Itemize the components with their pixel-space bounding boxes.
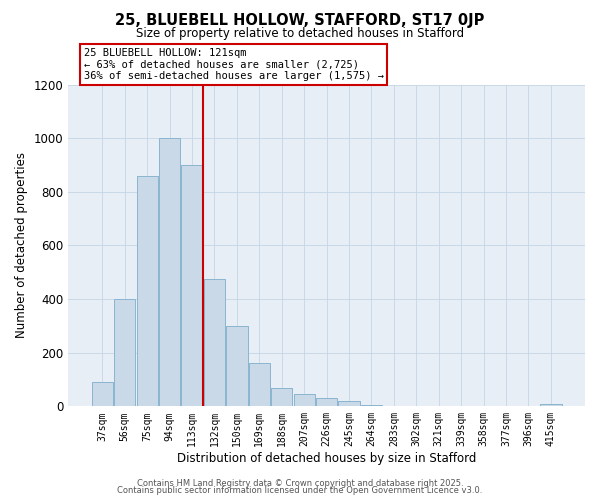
- Bar: [316, 398, 337, 406]
- Bar: [293, 394, 315, 406]
- Text: Contains public sector information licensed under the Open Government Licence v3: Contains public sector information licen…: [118, 486, 482, 495]
- Bar: [540, 404, 562, 406]
- Bar: [137, 176, 158, 406]
- Y-axis label: Number of detached properties: Number of detached properties: [15, 152, 28, 338]
- Bar: [114, 299, 136, 406]
- Text: Size of property relative to detached houses in Stafford: Size of property relative to detached ho…: [136, 28, 464, 40]
- Bar: [92, 382, 113, 406]
- Bar: [271, 388, 292, 406]
- Bar: [248, 364, 270, 406]
- Bar: [226, 326, 248, 406]
- Bar: [181, 165, 203, 406]
- X-axis label: Distribution of detached houses by size in Stafford: Distribution of detached houses by size …: [177, 452, 476, 465]
- Bar: [338, 401, 359, 406]
- Text: Contains HM Land Registry data © Crown copyright and database right 2025.: Contains HM Land Registry data © Crown c…: [137, 478, 463, 488]
- Text: 25 BLUEBELL HOLLOW: 121sqm
← 63% of detached houses are smaller (2,725)
36% of s: 25 BLUEBELL HOLLOW: 121sqm ← 63% of deta…: [83, 48, 383, 82]
- Bar: [159, 138, 180, 406]
- Text: 25, BLUEBELL HOLLOW, STAFFORD, ST17 0JP: 25, BLUEBELL HOLLOW, STAFFORD, ST17 0JP: [115, 12, 485, 28]
- Bar: [204, 279, 225, 406]
- Bar: [361, 405, 382, 406]
